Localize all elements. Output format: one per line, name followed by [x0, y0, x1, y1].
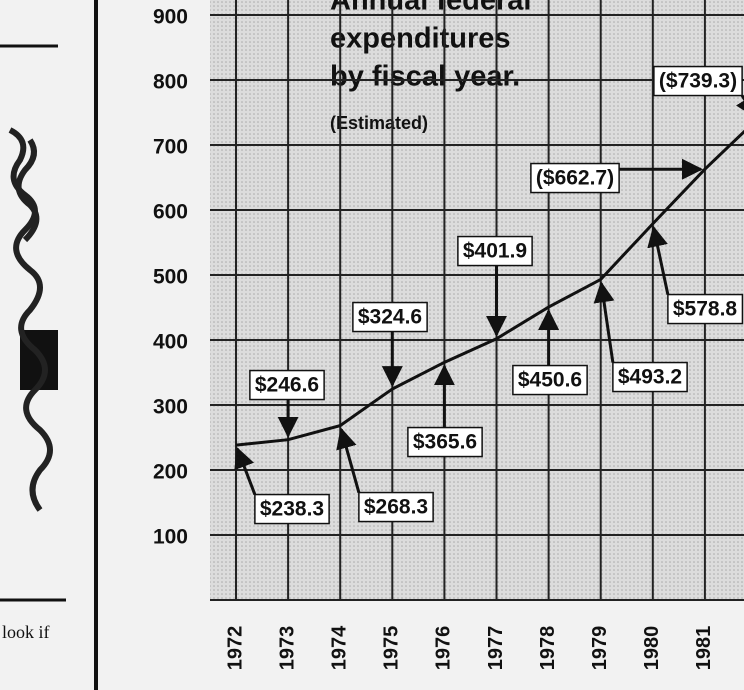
x-tick-label: 1979 [589, 626, 611, 671]
value-label: ($662.7) [536, 167, 614, 190]
fragment-text: look if [2, 622, 50, 642]
x-tick-label: 1976 [433, 626, 455, 671]
chart-title: expenditures [330, 23, 511, 55]
x-tick-label: 1981 [693, 626, 715, 671]
chart: look if Annual federalexpendituresby fis… [0, 0, 744, 690]
x-tick-label: 1972 [224, 626, 246, 671]
value-label: $238.3 [260, 498, 324, 521]
value-label: $493.2 [618, 366, 682, 389]
y-tick-label: 300 [153, 396, 188, 419]
y-tick-label: 500 [153, 266, 188, 289]
y-tick-label: 900 [153, 5, 188, 28]
y-tick-label: 100 [153, 526, 188, 549]
chart-title: by fiscal year. [330, 61, 520, 93]
x-tick-label: 1980 [641, 626, 663, 671]
value-label: $401.9 [463, 240, 527, 263]
chart-subtitle: (Estimated) [330, 113, 428, 133]
x-tick-label: 1974 [328, 625, 350, 670]
value-label: $365.6 [413, 431, 477, 454]
value-label: $268.3 [364, 496, 428, 519]
y-tick-label: 400 [153, 331, 188, 354]
y-tick-label: 800 [153, 71, 188, 94]
y-tick-label: 600 [153, 201, 188, 224]
y-tick-label: 700 [153, 136, 188, 159]
y-tick-label: 200 [153, 461, 188, 484]
value-label: ($739.3) [659, 70, 737, 93]
x-tick-label: 1977 [485, 626, 507, 671]
x-tick-label: 1978 [537, 626, 559, 671]
x-tick-label: 1973 [276, 626, 298, 671]
value-label: $324.6 [358, 306, 422, 329]
value-label: $246.6 [255, 374, 319, 397]
x-tick-label: 1975 [381, 626, 403, 671]
value-label: $578.8 [673, 298, 738, 321]
value-label: $450.6 [518, 369, 582, 392]
